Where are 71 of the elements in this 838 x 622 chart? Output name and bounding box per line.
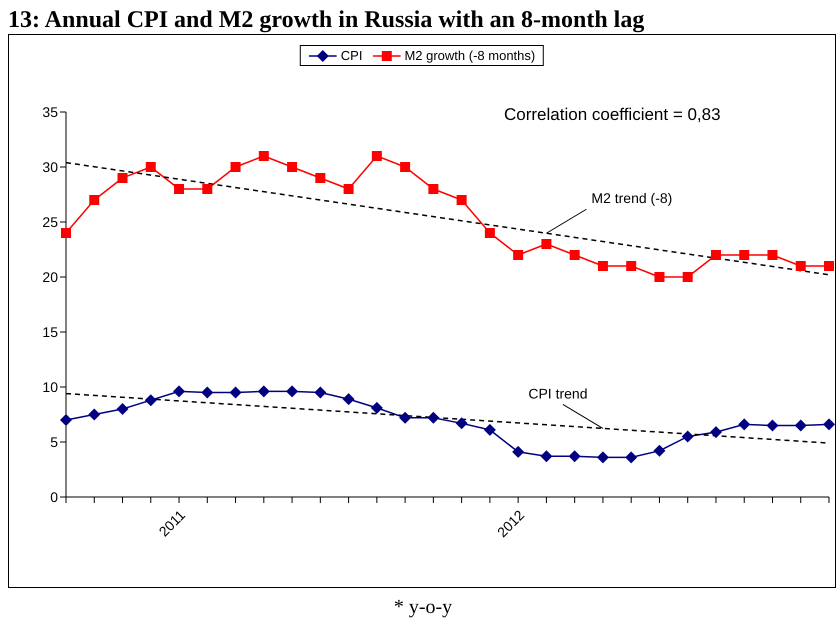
point xyxy=(344,184,354,194)
y-tick-label: 35 xyxy=(42,104,58,120)
point xyxy=(596,451,609,464)
point xyxy=(116,403,129,415)
point xyxy=(513,250,524,260)
point xyxy=(399,412,412,424)
point xyxy=(89,195,100,205)
point xyxy=(796,261,806,271)
legend-label: M2 growth (-8 months) xyxy=(403,48,536,63)
point xyxy=(484,228,495,238)
point xyxy=(598,261,608,271)
point xyxy=(173,385,186,398)
point xyxy=(767,250,778,260)
point xyxy=(540,450,552,462)
point xyxy=(512,446,524,458)
text: * y-o-y xyxy=(392,596,454,619)
point xyxy=(118,173,128,183)
y-tick-label: 5 xyxy=(50,434,58,450)
point xyxy=(144,394,157,406)
point xyxy=(710,250,721,260)
point xyxy=(427,412,440,424)
annotation: Correlation coefficient = 0,83 xyxy=(504,105,721,125)
point xyxy=(541,239,552,249)
point xyxy=(61,228,71,238)
y-tick-label: 30 xyxy=(42,158,58,175)
y-tick-label: 0 xyxy=(50,488,58,505)
y-tick-label: 25 xyxy=(42,214,58,230)
point xyxy=(682,272,693,282)
point xyxy=(60,414,72,426)
point xyxy=(258,385,270,398)
y-tick-label: 10 xyxy=(42,378,58,395)
legend-label: CPI xyxy=(340,48,362,63)
point xyxy=(823,418,835,430)
point xyxy=(201,386,214,398)
point xyxy=(654,272,664,282)
point xyxy=(824,261,834,271)
point xyxy=(88,408,100,420)
point xyxy=(372,151,382,161)
chart-title: 13: Annual CPI and M2 growth in Russia with an 8-month lag xyxy=(8,7,646,34)
point xyxy=(230,162,241,172)
point xyxy=(174,184,184,194)
point xyxy=(370,402,383,414)
text: M2 trend (-8) xyxy=(591,190,672,206)
point xyxy=(287,162,298,172)
point xyxy=(314,386,326,398)
point xyxy=(230,386,242,398)
point xyxy=(456,417,468,430)
point xyxy=(682,430,694,442)
point xyxy=(342,393,355,406)
point xyxy=(570,250,580,260)
point xyxy=(456,195,467,205)
y-tick-label: 15 xyxy=(42,324,58,340)
series-label: CPI trend xyxy=(528,385,588,402)
point xyxy=(484,424,496,436)
point xyxy=(286,385,298,398)
point xyxy=(258,151,269,161)
point xyxy=(739,250,750,260)
point xyxy=(315,173,326,183)
point xyxy=(710,426,722,438)
point xyxy=(400,162,410,172)
y-tick-label: 20 xyxy=(42,268,58,285)
point xyxy=(626,261,636,271)
point xyxy=(766,420,778,432)
point xyxy=(568,450,581,462)
point xyxy=(653,444,666,457)
point xyxy=(428,184,438,194)
point xyxy=(146,162,156,172)
point xyxy=(625,451,638,464)
point xyxy=(794,420,807,432)
point xyxy=(202,184,212,194)
point xyxy=(738,418,750,430)
